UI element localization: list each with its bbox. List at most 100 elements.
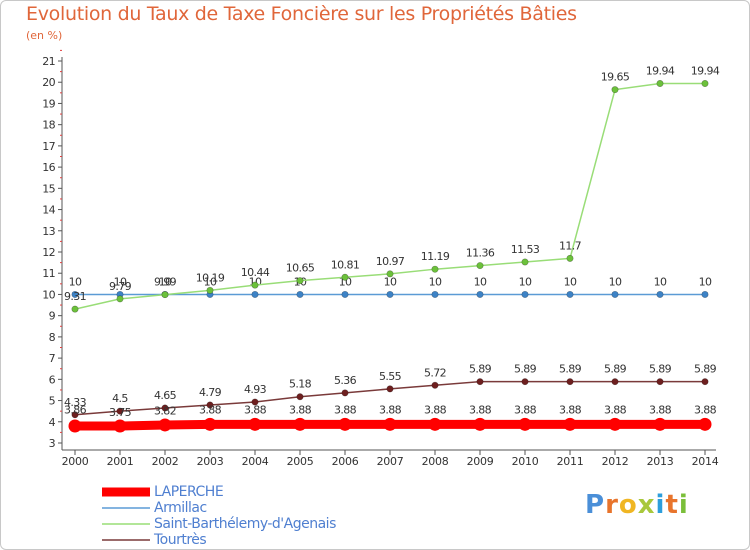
data-label: 3.82 xyxy=(154,405,176,418)
data-point xyxy=(251,281,259,289)
data-point xyxy=(701,378,709,386)
data-label: 4.79 xyxy=(199,386,222,399)
y-tick-label: 17 xyxy=(42,140,55,153)
data-point xyxy=(113,419,127,433)
data-label: 3.75 xyxy=(109,406,132,419)
y-tick-label: 10 xyxy=(42,288,55,301)
data-label: 3.88 xyxy=(694,403,717,416)
data-label: 10.97 xyxy=(376,255,405,268)
data-label: 10.19 xyxy=(196,271,225,284)
data-point xyxy=(431,265,439,273)
y-tick-label: 5 xyxy=(49,395,56,408)
x-tick-label: 2013 xyxy=(647,455,674,468)
data-label: 3.88 xyxy=(289,403,312,416)
y-tick-label: 9 xyxy=(49,310,56,323)
data-point xyxy=(158,418,172,432)
unit-label: (en %) xyxy=(26,29,63,42)
legend-swatch-laperche xyxy=(102,487,150,497)
data-label: 3.88 xyxy=(379,403,402,416)
data-label: 10 xyxy=(204,275,217,288)
data-point xyxy=(71,305,79,313)
data-label: 10 xyxy=(69,275,82,288)
data-label: 3.88 xyxy=(514,403,537,416)
data-point xyxy=(386,385,394,393)
data-point xyxy=(296,277,304,285)
data-point xyxy=(386,290,394,298)
x-tick-label: 2009 xyxy=(467,455,494,468)
data-point xyxy=(116,407,124,415)
data-point xyxy=(341,290,349,298)
data-point xyxy=(68,419,82,433)
data-label: 10.81 xyxy=(331,258,360,271)
data-point xyxy=(698,417,712,431)
data-label: 10 xyxy=(429,275,442,288)
data-point xyxy=(521,378,529,386)
y-tick-label: 4 xyxy=(49,416,56,429)
y-tick-label: 8 xyxy=(49,331,56,344)
x-tick-label: 2000 xyxy=(62,455,89,468)
data-point xyxy=(656,378,664,386)
data-point xyxy=(566,254,574,262)
data-point xyxy=(251,290,259,298)
data-label: 3.88 xyxy=(604,403,627,416)
data-point xyxy=(386,270,394,278)
data-point xyxy=(338,417,352,431)
x-tick-label: 2001 xyxy=(107,455,134,468)
data-point xyxy=(476,262,484,270)
data-label: 4.5 xyxy=(112,392,128,405)
data-label: 11.19 xyxy=(421,250,450,263)
logo-letter: o xyxy=(618,490,638,520)
x-tick-label: 2005 xyxy=(287,455,314,468)
data-label: 19.94 xyxy=(646,64,675,77)
data-label: 19.65 xyxy=(601,71,630,84)
data-point xyxy=(518,417,532,431)
x-tick-label: 2002 xyxy=(152,455,179,468)
data-label: 4.33 xyxy=(64,396,87,409)
data-point xyxy=(341,389,349,397)
logo-letter: i xyxy=(655,490,666,520)
data-label: 3.88 xyxy=(469,403,492,416)
data-point xyxy=(611,86,619,94)
data-label: 5.36 xyxy=(334,374,357,387)
legend-swatch-tourtres xyxy=(102,539,150,541)
data-label: 11.7 xyxy=(559,239,582,252)
data-label: 9.99 xyxy=(154,276,177,289)
data-point xyxy=(296,393,304,401)
data-point xyxy=(116,295,124,303)
legend-label: Tourtrès xyxy=(154,532,207,548)
data-point xyxy=(341,273,349,281)
data-label: 5.89 xyxy=(469,363,492,376)
y-tick-label: 7 xyxy=(49,352,56,365)
y-tick-label: 16 xyxy=(42,161,55,174)
data-label: 5.89 xyxy=(604,363,627,376)
data-point xyxy=(566,378,574,386)
data-point xyxy=(476,378,484,386)
y-tick-label: 19 xyxy=(42,97,55,110)
data-point xyxy=(476,290,484,298)
data-point xyxy=(296,290,304,298)
data-label: 10 xyxy=(519,275,532,288)
y-tick-label: 11 xyxy=(42,267,55,280)
x-tick-label: 2012 xyxy=(602,455,629,468)
data-point xyxy=(563,417,577,431)
data-point xyxy=(566,290,574,298)
legend-label: Armillac xyxy=(154,500,207,516)
data-label: 5.55 xyxy=(379,370,402,383)
data-point xyxy=(611,290,619,298)
data-point xyxy=(161,291,169,299)
data-label: 9.31 xyxy=(64,290,86,303)
chart-title: Evolution du Taux de Taxe Foncière sur l… xyxy=(26,3,577,25)
data-point xyxy=(206,401,214,409)
logo-letter: i xyxy=(678,490,689,520)
data-label: 5.89 xyxy=(514,363,537,376)
x-tick-label: 2004 xyxy=(242,455,269,468)
data-point xyxy=(473,417,487,431)
logo-letter: x xyxy=(637,490,656,520)
data-label: 19.94 xyxy=(691,64,720,77)
data-label: 10 xyxy=(114,275,127,288)
data-label: 5.18 xyxy=(289,378,312,391)
data-label: 3.88 xyxy=(244,403,267,416)
x-tick-label: 2014 xyxy=(692,455,719,468)
data-point xyxy=(428,417,442,431)
data-point xyxy=(656,79,664,87)
